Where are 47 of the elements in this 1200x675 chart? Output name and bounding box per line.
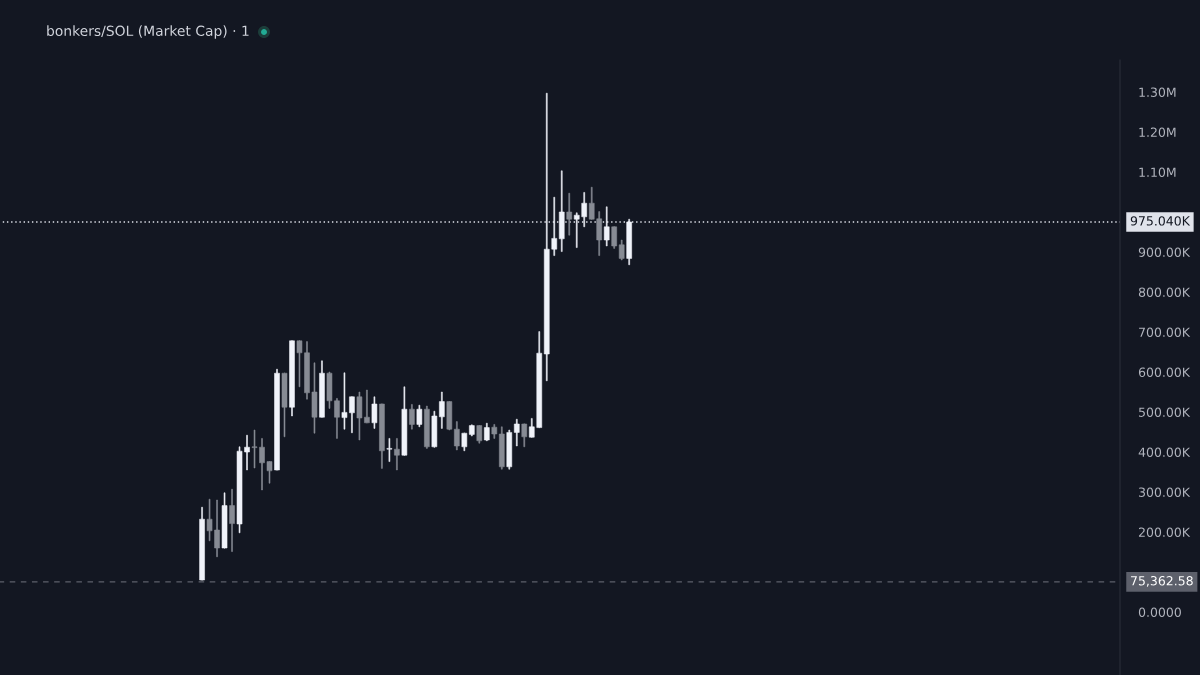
y-tick-label: 500.00K <box>1139 407 1191 417</box>
ref-line-label: 75,362.58 <box>1131 576 1193 587</box>
candlestick <box>476 425 483 444</box>
candlestick <box>469 424 475 437</box>
y-tick-label: 200.00K <box>1138 527 1191 537</box>
candlestick <box>484 422 490 442</box>
candlestick <box>229 488 235 552</box>
y-tick-label: 300.00K <box>1139 487 1191 497</box>
candlestick <box>566 192 573 236</box>
candlestick <box>446 401 453 431</box>
candlestick <box>371 396 378 429</box>
candlestick <box>289 340 295 417</box>
y-tick-label: 0.0000 <box>1138 607 1181 617</box>
candlestick <box>499 426 505 470</box>
candlestick <box>521 423 528 448</box>
candlestick <box>506 429 513 470</box>
candlestick <box>281 372 288 438</box>
y-tick-label: 600.00K <box>1138 367 1191 377</box>
y-tick-label: 1.20M <box>1139 127 1176 137</box>
y-tick-label: 1.30M <box>1139 87 1176 97</box>
candlestick <box>618 239 625 261</box>
candlestick <box>401 386 408 456</box>
candlestick <box>319 360 325 418</box>
candlestick <box>199 506 205 581</box>
candlestick <box>491 424 498 439</box>
candlestick <box>461 432 468 452</box>
candlestick <box>394 438 400 471</box>
ref-line-label: 975.040K <box>1130 216 1191 226</box>
candlestick <box>274 368 280 471</box>
candlestick <box>603 206 610 247</box>
candlestick <box>424 405 430 449</box>
candlestick <box>558 170 565 252</box>
y-tick-label: 400.00K <box>1138 447 1191 457</box>
candlestick <box>626 218 632 266</box>
candlestick <box>379 403 385 469</box>
candlestick <box>386 438 393 462</box>
y-tick-label: 800.00K <box>1138 287 1191 297</box>
candlestick <box>221 492 228 549</box>
y-tick-label: 900.00K <box>1138 247 1191 257</box>
candlestick <box>409 404 415 430</box>
candlestick <box>514 418 520 447</box>
y-tick-label: 1.10M <box>1139 167 1176 177</box>
candlestick <box>416 404 423 428</box>
candlestick <box>454 421 460 451</box>
chart-title: bonkers/SOL (Market Cap) · 1 <box>47 25 249 39</box>
candlestick <box>611 226 617 249</box>
y-tick-label: 700.00K <box>1139 327 1191 337</box>
